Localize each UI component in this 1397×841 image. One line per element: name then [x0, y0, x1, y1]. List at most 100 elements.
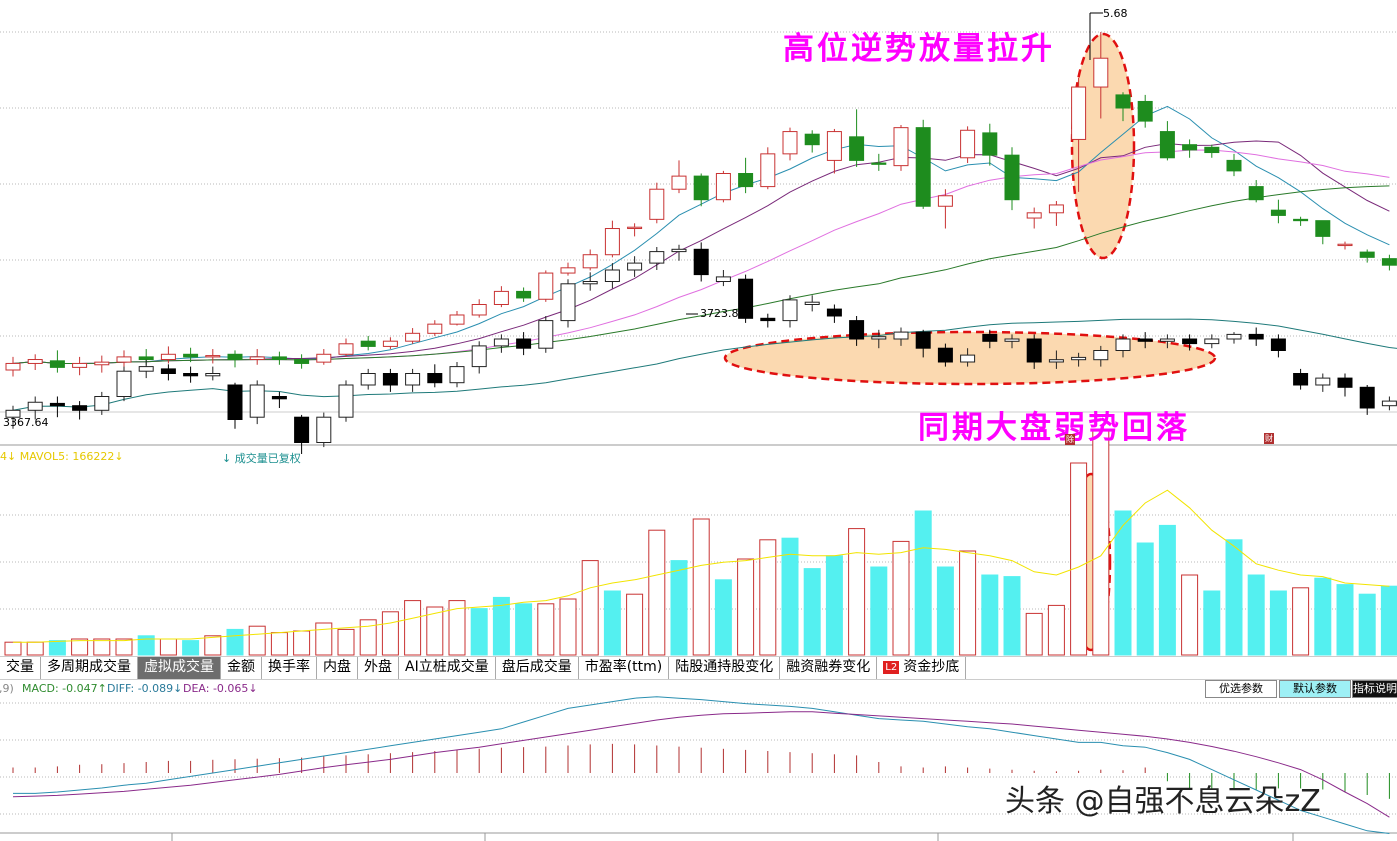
volume-adjusted-note: ↓ 成交量已复权 [222, 452, 301, 465]
tab-1[interactable]: 多周期成交量 [41, 657, 138, 679]
volume-bar [48, 640, 66, 656]
stock-candle [604, 228, 620, 256]
tab-7[interactable]: AI立桩成交量 [399, 657, 496, 679]
stock-candle [271, 356, 287, 361]
index-candle [449, 366, 465, 384]
indicator-help-button[interactable]: 指标说明 [1352, 680, 1397, 698]
stock-candle [449, 314, 465, 325]
index-candle [1159, 338, 1175, 342]
index-candle [782, 299, 798, 322]
tab-3[interactable]: 金额 [221, 657, 262, 679]
index-candle [627, 262, 643, 271]
stock-candle [1026, 212, 1042, 219]
volume-bar [981, 574, 999, 656]
stock-high-label: 5.68 [1103, 7, 1128, 20]
financial-report-marker-icon[interactable]: 财 [1264, 433, 1274, 444]
volume-bar [581, 560, 599, 656]
preferred-params-button[interactable]: 优选参数 [1205, 680, 1277, 698]
stock-candle [205, 355, 221, 358]
volume-bar [1225, 539, 1243, 656]
tab-label: 外盘 [364, 659, 392, 675]
ex-dividend-marker-icon[interactable]: 除 [1065, 434, 1075, 445]
index-candle [1093, 350, 1109, 361]
volume-bar [315, 622, 333, 656]
volume-bar [626, 593, 644, 656]
tab-label: 融资融券变化 [786, 659, 871, 675]
stock-candle [5, 362, 21, 371]
dea-line [12, 711, 1390, 818]
volume-bar [1003, 576, 1021, 656]
diff-line [13, 696, 1390, 834]
volume-bar [737, 558, 755, 656]
tab-11[interactable]: 融资融券变化 [780, 657, 878, 679]
tab-9[interactable]: 市盈率(ttm) [579, 657, 670, 679]
index-candle [1048, 359, 1064, 363]
index-candle [116, 370, 132, 398]
stock-candle [227, 353, 243, 361]
volume-bar [1292, 587, 1310, 656]
index-candle [471, 345, 487, 368]
tab-8[interactable]: 盘后成交量 [496, 657, 579, 679]
index-candle [826, 308, 842, 317]
volume-bar [515, 603, 533, 656]
index-candle [1315, 377, 1331, 386]
index-candle [1204, 338, 1220, 345]
stock-candle [582, 254, 598, 269]
volume-bar [714, 579, 732, 656]
index-candle [294, 416, 310, 444]
index-candle [715, 276, 731, 282]
index-candle [1359, 386, 1375, 409]
default-params-button[interactable]: 默认参数 [1279, 680, 1351, 698]
index-candle [160, 368, 176, 374]
volume-bar [204, 635, 222, 656]
index-candle [893, 331, 909, 340]
volume-bar [848, 528, 866, 656]
stock-candle [1381, 258, 1397, 266]
volume-bar [759, 539, 777, 656]
tab-label: 金额 [227, 659, 255, 675]
volume-bar [670, 560, 688, 656]
index-candle [27, 401, 43, 411]
index-candle [271, 396, 287, 400]
volume-bar [1247, 574, 1265, 656]
stock-candle [1270, 209, 1286, 216]
stock-candle [738, 173, 754, 188]
volume-bar [1358, 593, 1376, 656]
tab-12[interactable]: L2 资金抄底 [877, 657, 967, 679]
stock-candle [1048, 204, 1064, 214]
tab-label: 换手率 [268, 659, 310, 675]
volume-bar [1181, 574, 1199, 656]
stock-candle [826, 131, 842, 161]
volume-bar [825, 555, 843, 656]
stock-candle [27, 359, 43, 364]
index-candle [49, 402, 65, 407]
tab-label: 市盈率(ttm) [584, 659, 663, 675]
index-candle [1026, 338, 1042, 363]
index-candle [760, 317, 776, 322]
tab-0[interactable]: 交量 [0, 657, 41, 679]
stock-candle [1137, 100, 1153, 122]
volume-bar [892, 540, 910, 656]
tab-4[interactable]: 换手率 [262, 657, 317, 679]
stock-candle [871, 162, 887, 165]
diff-readout: DIFF: -0.089↓ [107, 682, 183, 695]
index-candle [1293, 373, 1309, 386]
index-candle [338, 384, 354, 418]
index-candle [1004, 338, 1020, 342]
stock-candle [1159, 131, 1175, 159]
tab-5[interactable]: 内盘 [317, 657, 358, 679]
tab-label: 陆股通持股变化 [675, 659, 774, 675]
index-candle [937, 347, 953, 363]
macd-readout: MACD: -0.047↑ [22, 682, 107, 695]
tab-6[interactable]: 外盘 [358, 657, 399, 679]
mavol5-line [13, 489, 1390, 643]
volume-bar [781, 537, 799, 656]
index-candle [1182, 338, 1198, 345]
stock-candle [715, 173, 731, 201]
volume-bar [93, 638, 111, 656]
tab-2[interactable]: 虚拟成交量 [138, 657, 221, 679]
index-candle [849, 320, 865, 340]
tab-10[interactable]: 陆股通持股变化 [669, 657, 781, 679]
volume-bar [692, 518, 710, 656]
